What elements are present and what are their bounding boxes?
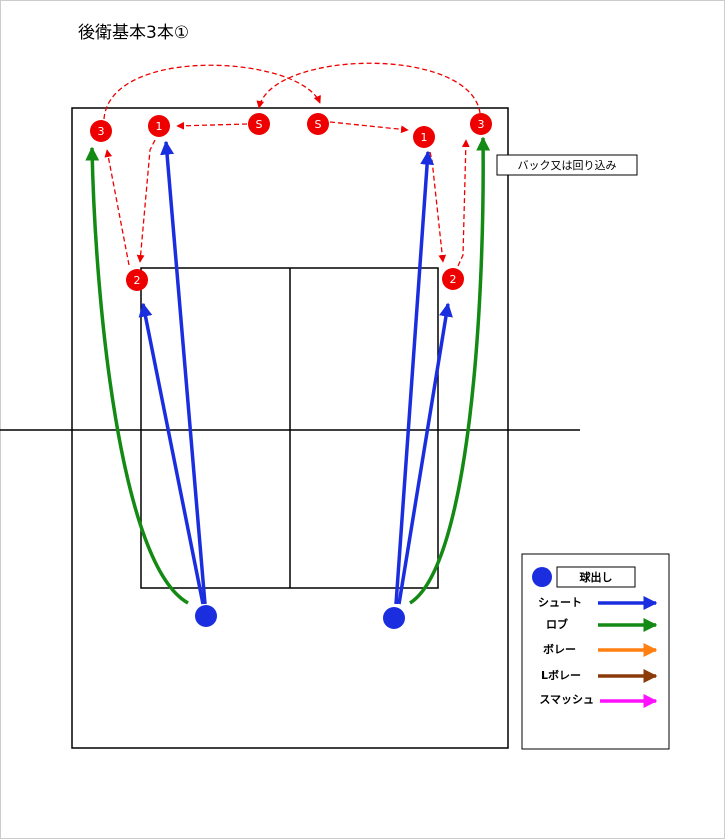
- shoot-arrow: [160, 140, 207, 605]
- move-line: [104, 149, 130, 266]
- shoot-arrow: [138, 302, 205, 605]
- node-label: 3: [98, 125, 105, 138]
- move-line: [429, 151, 447, 263]
- player-nodes: 3 1 S S 1 3 2 2: [90, 113, 492, 291]
- move-line: [176, 121, 248, 130]
- move-line: [457, 139, 470, 267]
- legend-label: ボレー: [543, 642, 576, 656]
- legend-label: ロブ: [546, 617, 568, 631]
- node-label: 2: [450, 273, 457, 286]
- movement-paths: [103, 62, 481, 267]
- legend-label: 球出し: [580, 570, 613, 584]
- lob-arrow: [85, 146, 189, 605]
- title: 後衛基本3本①: [78, 23, 189, 43]
- feeder: [383, 607, 405, 629]
- node-label: 3: [478, 118, 485, 131]
- legend-label: スマッシュ: [539, 693, 594, 706]
- move-arc: [103, 64, 321, 120]
- node-label: 2: [134, 274, 141, 287]
- legend-label: シュート: [538, 596, 582, 609]
- legend-dot: [532, 567, 552, 587]
- shoot-arrow: [397, 302, 453, 605]
- node: [90, 120, 112, 142]
- node-label: 1: [156, 120, 163, 133]
- node: [126, 269, 148, 291]
- node-label: S: [315, 118, 322, 131]
- court-outer: [71, 107, 509, 749]
- court: [0, 107, 580, 749]
- note: バック又は回り込み: [518, 159, 617, 172]
- node: [248, 113, 270, 135]
- move-line: [136, 139, 156, 263]
- node: [442, 268, 464, 290]
- note-box: [496, 154, 638, 176]
- shot-paths: [85, 136, 491, 605]
- legend-label-box: [556, 566, 636, 588]
- move-arc: [256, 62, 481, 114]
- lob-arrow: [409, 136, 491, 605]
- node: [413, 126, 435, 148]
- node-label: S: [256, 118, 263, 131]
- legend: 球出し シュート ロブ ボレー Lボレー スマッシュ: [521, 553, 670, 750]
- node: [470, 113, 492, 135]
- feeder: [195, 605, 217, 627]
- node: [148, 115, 170, 137]
- legend-label: Lボレー: [541, 668, 581, 682]
- node-label: 1: [421, 131, 428, 144]
- move-line: [329, 121, 409, 134]
- node: [307, 113, 329, 135]
- shoot-arrow: [394, 150, 435, 605]
